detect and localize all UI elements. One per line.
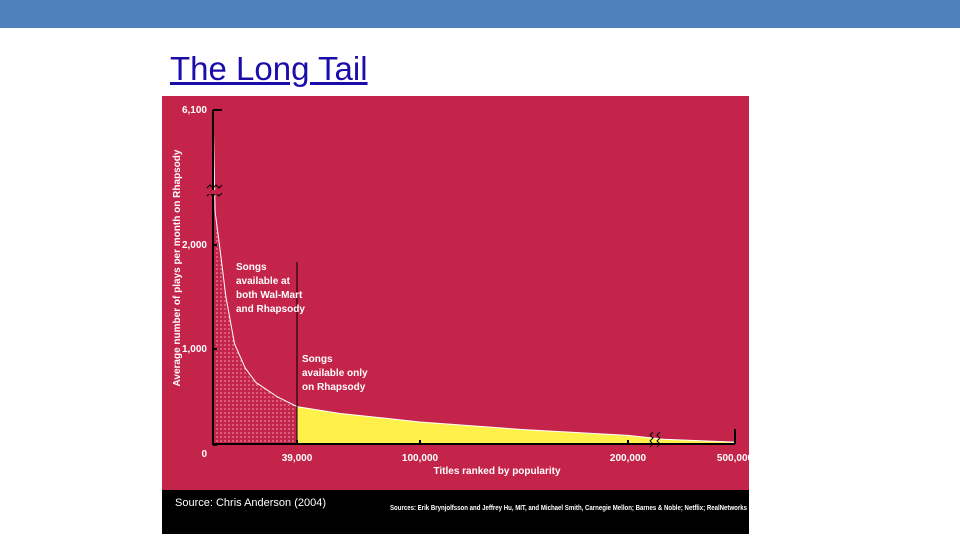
top-bar (0, 0, 960, 28)
annotation-line: on Rhapsody (302, 382, 366, 393)
credits: Sources: Erik Brynjolfsson and Jeffrey H… (390, 505, 747, 512)
annotation-line: Songs (302, 354, 333, 365)
slide-title[interactable]: The Long Tail (170, 50, 368, 87)
y-tick-label: 0 (201, 449, 207, 460)
x-tick-label: 500,000 (717, 453, 754, 464)
head-area (213, 110, 297, 445)
x-tick-label: 39,000 (282, 453, 313, 464)
x-tick-label: 100,000 (402, 453, 439, 464)
annotation-line: and Rhapsody (236, 304, 305, 315)
annotation-line: available only (302, 368, 368, 379)
y-axis-gap (205, 190, 221, 194)
x-axis-label: Titles ranked by popularity (433, 466, 561, 477)
source-strip (162, 490, 749, 534)
annotation-line: available at (236, 276, 291, 287)
x-axis-break (649, 431, 661, 448)
source: Source: Chris Anderson (2004) (175, 497, 326, 509)
annotation-line: both Wal-Mart (236, 290, 303, 301)
curve (212, 109, 736, 443)
y-tick-label: 6,100 (182, 105, 207, 116)
annotation-line: Songs (236, 262, 267, 273)
y-tick-label: 2,000 (182, 240, 207, 251)
x-tick-label: 200,000 (610, 453, 647, 464)
y-tick-label: 1,000 (182, 344, 207, 355)
y-axis-label: Average number of plays per month on Rha… (172, 149, 183, 386)
